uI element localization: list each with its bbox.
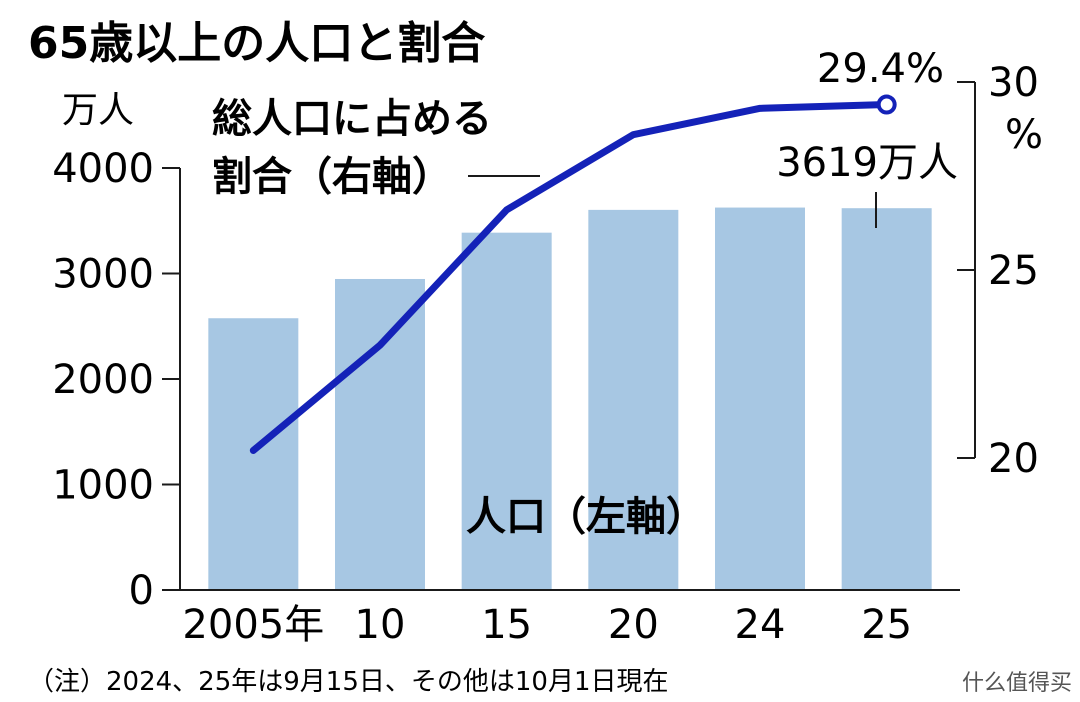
left-axis: 0 1000 2000 3000 4000: [52, 146, 181, 614]
left-tick-label-4: 4000: [52, 146, 154, 192]
left-axis-unit: 万人: [62, 90, 134, 131]
bar-series-label: 人口（左軸）: [466, 494, 706, 540]
last-population-label: 3619万人: [776, 140, 958, 186]
bar-5: [841, 208, 932, 590]
right-tick-label-2: 30: [988, 60, 1039, 106]
bar-2: [461, 232, 552, 590]
x-tick-label-3: 20: [608, 602, 659, 648]
left-tick-label-1: 1000: [52, 463, 154, 509]
ratio-line: [249, 101, 891, 454]
right-axis-unit: %: [1005, 112, 1043, 158]
last-ratio-label: 29.4%: [817, 46, 944, 92]
right-axis: 20 25 30%: [957, 60, 1043, 482]
line-series-label-1: 総人口に占める: [212, 96, 492, 142]
bar-4: [715, 207, 805, 590]
line-series: [249, 94, 897, 454]
watermark: 什么值得买: [962, 671, 1072, 696]
line-series-label-2: 割合（右軸）: [212, 154, 452, 200]
ratio-last-point: [876, 94, 897, 115]
x-tick-label-4: 24: [735, 602, 786, 648]
left-tick-label-2: 2000: [52, 357, 154, 403]
bar-3: [588, 209, 679, 591]
x-axis: 2005年 10 15 20 24 25: [180, 589, 960, 648]
right-tick-label-1: 25: [988, 248, 1039, 294]
x-tick-label-2: 15: [481, 602, 532, 648]
chart-title: 65歳以上の人口と割合: [28, 18, 485, 69]
left-tick-label-3: 3000: [52, 252, 154, 298]
left-tick-label-0: 0: [129, 568, 154, 614]
x-tick-label-0: 2005年: [182, 602, 324, 648]
x-tick-label-1: 10: [355, 602, 406, 648]
bar-series: [208, 207, 932, 591]
footnote: （注）2024、25年は9月15日、その他は10月1日現在: [28, 667, 669, 697]
bar-0: [208, 318, 299, 590]
right-tick-label-0: 20: [988, 436, 1039, 482]
bar-1: [335, 278, 425, 590]
x-tick-label-5: 25: [861, 602, 912, 648]
